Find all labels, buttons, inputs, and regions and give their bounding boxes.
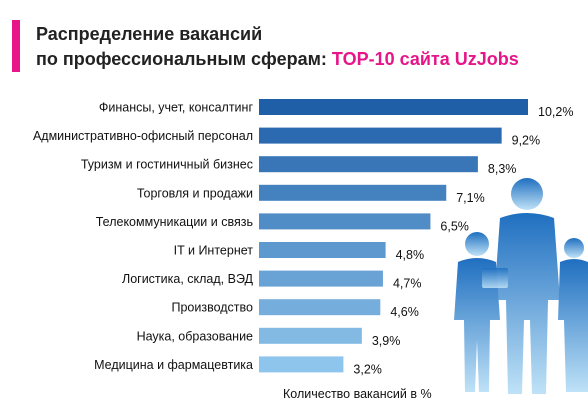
bar <box>259 327 362 344</box>
category-label: Туризм и гостиничный бизнес <box>81 158 253 172</box>
category-label: Логистика, склад, ВЭД <box>122 272 254 286</box>
value-label: 9,2% <box>512 134 541 148</box>
bar <box>259 270 383 287</box>
title-highlight: TOP-10 сайта UzJobs <box>331 49 519 69</box>
value-label: 4,6% <box>390 305 419 319</box>
chart-title: Распределение вакансий по профессиональн… <box>36 22 576 72</box>
category-label: Медицина и фармацевтика <box>94 358 253 372</box>
category-label: Производство <box>171 301 253 315</box>
bars-group <box>259 99 528 373</box>
bar <box>259 242 386 258</box>
bar <box>259 213 431 230</box>
value-label: 3,9% <box>372 334 401 348</box>
category-label: Торговля и продажи <box>137 186 253 200</box>
bar <box>259 127 502 144</box>
category-labels: Финансы, учет, консалтинг Административно… <box>33 101 254 372</box>
bar <box>259 299 381 316</box>
value-label: 7,1% <box>456 191 485 205</box>
category-label: Финансы, учет, консалтинг <box>99 101 254 115</box>
value-label: 6,5% <box>440 219 469 233</box>
category-label: Телекоммуникации и связь <box>96 215 253 229</box>
x-axis-label: Количество вакансий в % <box>283 387 432 401</box>
people-silhouettes-image <box>454 178 588 394</box>
bar <box>259 99 528 115</box>
title-line-2: по профессиональным сферам: TOP-10 сайта… <box>36 47 576 72</box>
bar <box>259 184 447 201</box>
value-labels: 10,2% 9,2% 8,3% 7,1% 6,5% 4,8% 4,7% 4,6% 3,9% 3,2… <box>353 105 573 376</box>
title-accent-bar <box>12 20 20 72</box>
bar <box>259 156 478 173</box>
value-label: 10,2% <box>538 105 573 119</box>
value-label: 3,2% <box>353 362 382 376</box>
category-label: Наука, образование <box>137 329 253 343</box>
title-line-2-prefix: по профессиональным сферам: <box>36 49 332 69</box>
value-label: 8,3% <box>488 162 517 176</box>
category-label: IT и Интернет <box>174 244 254 258</box>
value-label: 4,8% <box>396 248 425 262</box>
value-label: 4,7% <box>393 277 422 291</box>
bar <box>259 356 344 373</box>
category-label: Административно-офисный персонал <box>33 129 253 143</box>
title-line-1: Распределение вакансий <box>36 24 263 44</box>
